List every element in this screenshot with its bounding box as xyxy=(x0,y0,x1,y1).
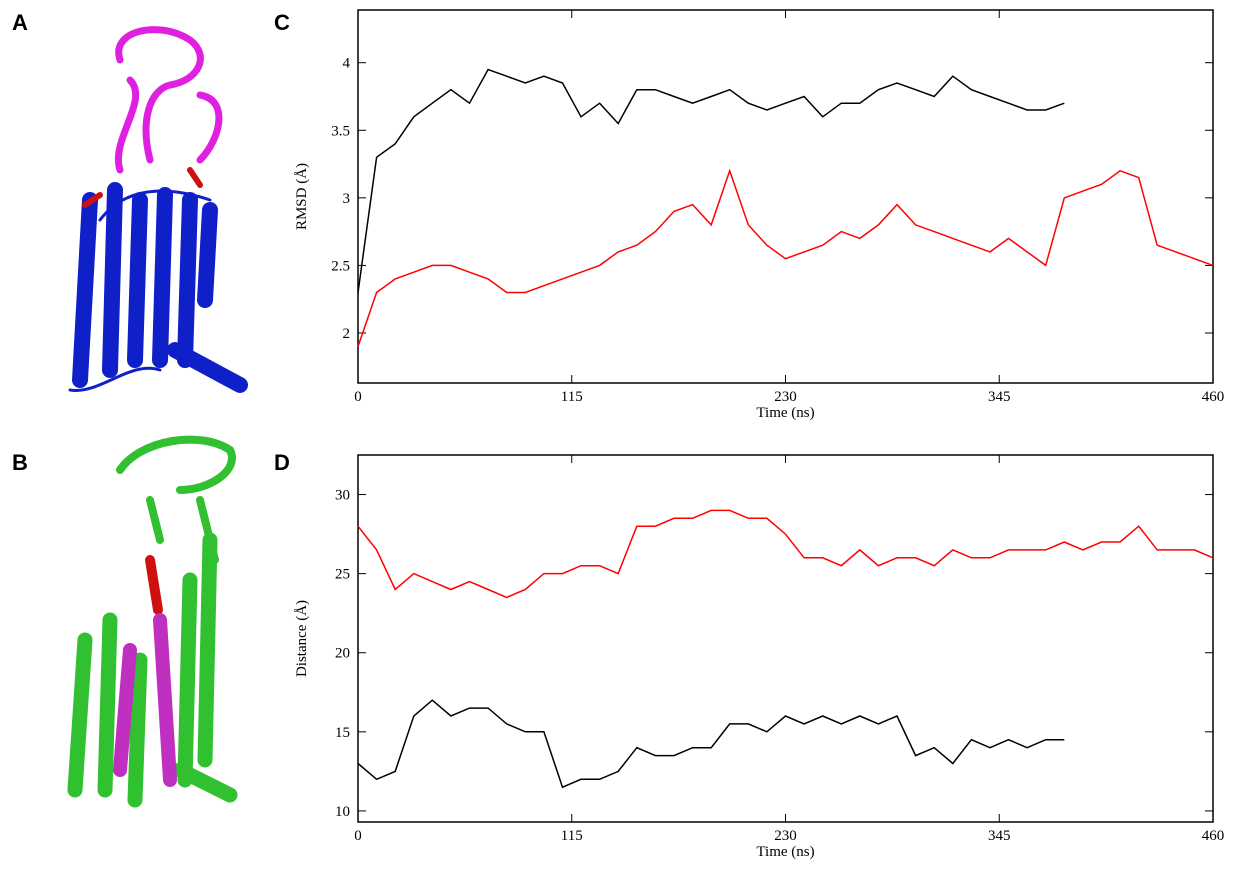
protein-structure-a xyxy=(68,26,248,393)
data-line xyxy=(357,68,1065,293)
x-tick-label: 345 xyxy=(988,389,1011,405)
x-tick-label: 460 xyxy=(1202,828,1225,844)
x-axis-label: Time (ns) xyxy=(756,844,814,860)
y-tick-label: 15 xyxy=(335,725,350,741)
y-axis-label: RMSD (Å) xyxy=(294,163,310,230)
panel-label: B xyxy=(12,450,28,475)
x-axis-label: Time (ns) xyxy=(756,405,814,421)
y-tick-label: 25 xyxy=(335,567,350,583)
y-tick-label: 4 xyxy=(343,56,351,72)
panel-label: D xyxy=(274,450,290,475)
y-axis-label: Distance (Å) xyxy=(294,600,310,677)
y-tick-label: 30 xyxy=(335,488,350,504)
x-tick-label: 0 xyxy=(354,828,362,844)
x-tick-label: 460 xyxy=(1202,389,1225,405)
x-tick-label: 345 xyxy=(988,828,1011,844)
data-line xyxy=(357,699,1065,789)
x-tick-label: 230 xyxy=(774,389,797,405)
plot-frame xyxy=(357,454,1214,823)
protein-structure-b xyxy=(67,435,238,808)
data-line xyxy=(357,168,1214,347)
x-tick-label: 0 xyxy=(354,389,362,405)
plot-frame xyxy=(357,9,1214,384)
y-tick-label: 10 xyxy=(335,804,350,820)
x-tick-label: 115 xyxy=(561,828,583,844)
panel-label: C xyxy=(274,10,290,35)
panel-label: A xyxy=(12,10,28,35)
x-tick-label: 230 xyxy=(774,828,797,844)
y-tick-label: 3.5 xyxy=(331,123,350,139)
y-tick-label: 3 xyxy=(343,191,351,207)
y-tick-label: 2.5 xyxy=(331,258,350,274)
x-tick-label: 115 xyxy=(561,389,583,405)
y-tick-label: 20 xyxy=(335,646,350,662)
y-tick-label: 2 xyxy=(343,326,351,342)
data-line xyxy=(357,509,1214,599)
